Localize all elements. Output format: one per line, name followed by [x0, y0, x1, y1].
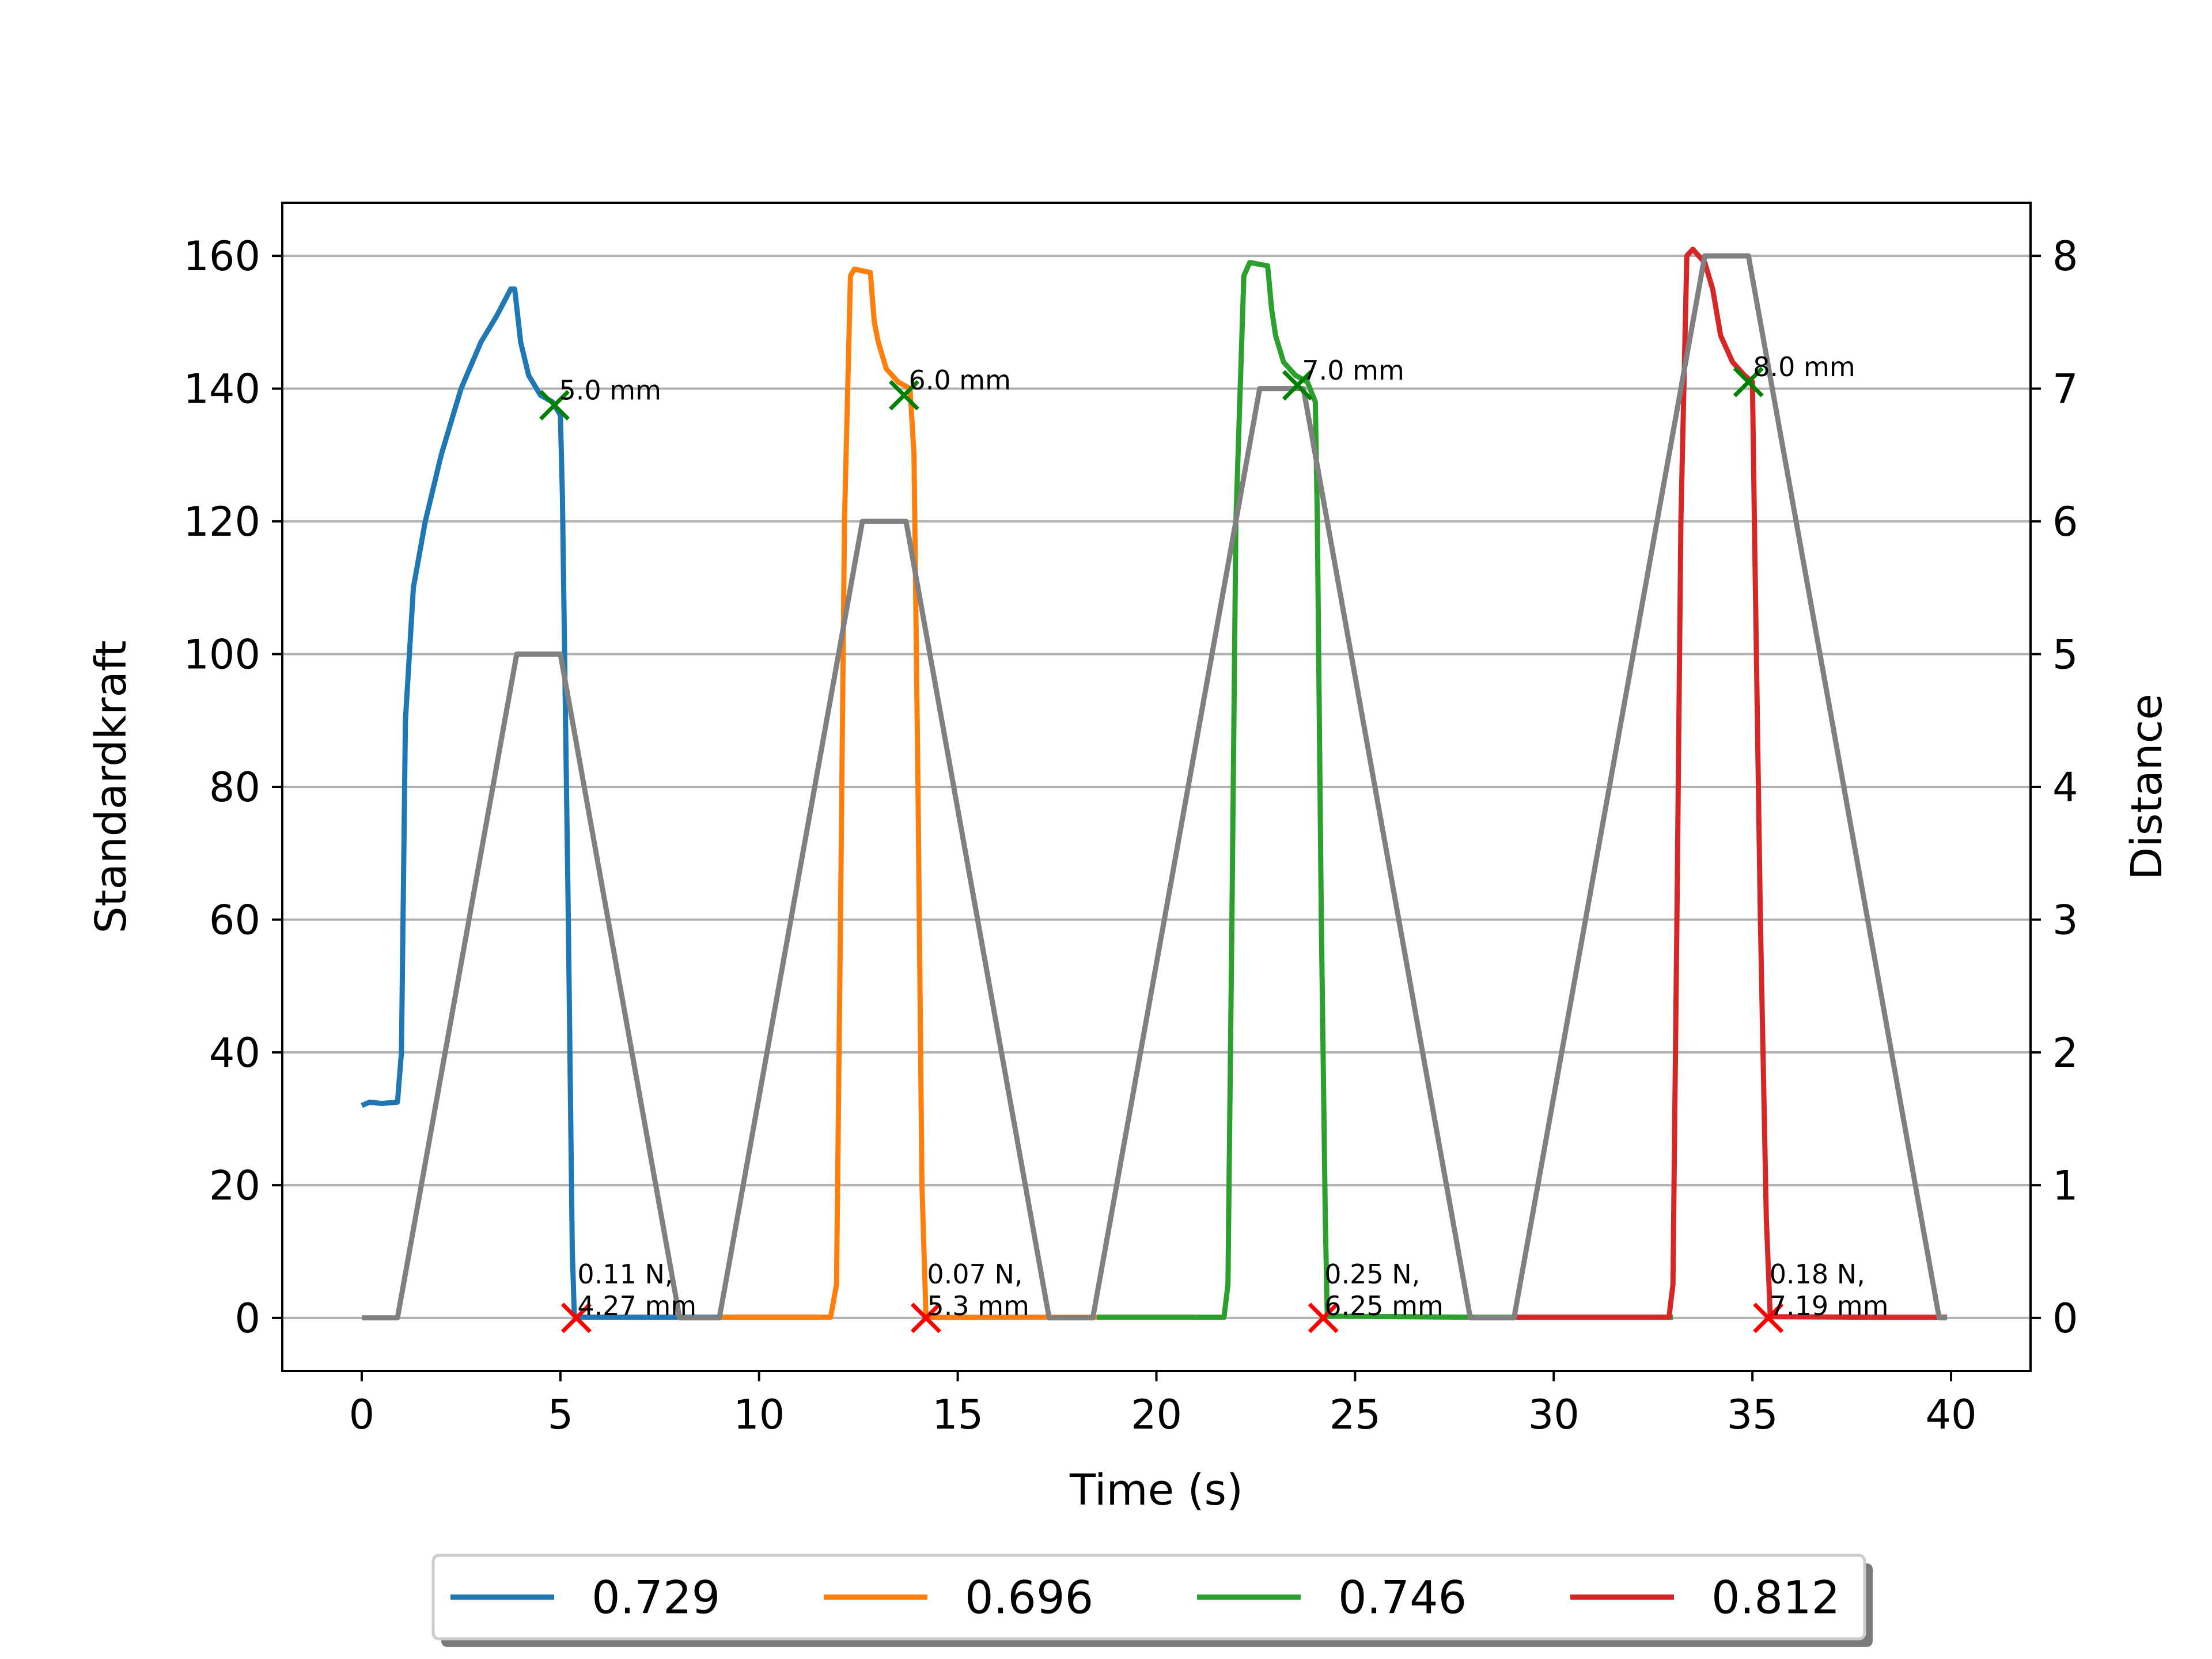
end-marker-stroke — [910, 1302, 941, 1334]
peak-marker-stroke — [539, 389, 570, 421]
peak-marker — [1733, 366, 1764, 397]
y2-tick-label: 7 — [2052, 366, 2078, 413]
y2-tick-label: 2 — [2052, 1029, 2078, 1077]
y-tick-label: 160 — [183, 233, 260, 280]
peak-annotation: 6.0 mm — [908, 365, 1010, 396]
peak-marker-stroke — [1282, 370, 1313, 401]
end-annotation-line2: 4.27 mm — [577, 1290, 696, 1321]
y2-tick-label: 6 — [2052, 498, 2078, 546]
peak-annotation: 5.0 mm — [559, 374, 661, 406]
x-tick-label: 5 — [548, 1391, 574, 1438]
y2-tick-label: 4 — [2052, 764, 2078, 811]
peak-marker-stroke — [1733, 366, 1764, 397]
y2-tick-label: 8 — [2052, 233, 2078, 280]
end-marker — [1753, 1302, 1784, 1334]
y-tick-label: 80 — [209, 764, 260, 811]
legend-box — [431, 1554, 1866, 1641]
y-axis-title: Standardkraft — [86, 640, 136, 933]
x-tick-label: 10 — [733, 1391, 785, 1438]
end-annotation-line1: 0.18 N, — [1770, 1259, 1865, 1290]
legend-label: 0.812 — [1711, 1573, 1840, 1624]
x-tick-label: 0 — [349, 1391, 375, 1438]
y2-tick-label: 0 — [2052, 1295, 2078, 1342]
y-tick-label: 120 — [183, 498, 260, 546]
x-tick-label: 25 — [1330, 1391, 1381, 1438]
series-group — [361, 247, 1948, 1321]
x-tick-label: 15 — [932, 1391, 983, 1438]
axes-group: 0 5 10 15 20 25 30 35 40020406080100120140160012… — [183, 202, 2078, 1438]
series-line-0.812 — [1514, 247, 1948, 1320]
end-marker — [1308, 1302, 1339, 1334]
peak-marker — [889, 380, 919, 411]
y-tick-label: 140 — [183, 366, 260, 413]
y-tick-label: 40 — [209, 1029, 260, 1077]
end-marker-stroke — [1753, 1302, 1784, 1334]
series-line-0.729 — [361, 286, 819, 1320]
legend-label: 0.696 — [965, 1573, 1093, 1624]
series-line-0.696 — [719, 266, 1196, 1320]
end-marker — [910, 1302, 941, 1334]
end-marker — [560, 1302, 592, 1334]
end-annotation-line2: 5.3 mm — [927, 1290, 1029, 1321]
peak-marker-stroke — [889, 380, 919, 411]
marker-group: 5.0 mm 6.0 mm 7.0 mm 8.0 mm 0.11 N,4.27 mm 0.… — [539, 351, 1889, 1334]
end-marker-stroke — [560, 1302, 592, 1334]
series-line-0.746 — [1097, 260, 1673, 1320]
x-tick-label: 30 — [1528, 1391, 1580, 1438]
y2-tick-label: 1 — [2052, 1162, 2078, 1209]
peak-marker — [539, 389, 570, 421]
x-tick-label: 20 — [1131, 1391, 1182, 1438]
y-tick-label: 0 — [234, 1295, 260, 1342]
peak-annotation: 8.0 mm — [1753, 351, 1855, 382]
end-annotation-line2: 6.25 mm — [1324, 1290, 1444, 1321]
x-tick-label: 35 — [1727, 1391, 1778, 1438]
end-annotation-line1: 0.07 N, — [927, 1259, 1022, 1290]
end-annotation-line1: 0.25 N, — [1324, 1259, 1420, 1290]
end-annotation-line2: 7.19 mm — [1770, 1290, 1889, 1321]
y2-tick-label: 5 — [2052, 631, 2078, 679]
legend-label: 0.746 — [1338, 1573, 1467, 1624]
y-tick-label: 20 — [209, 1162, 260, 1209]
legend: 0.729 0.696 0.746 0.812 — [431, 1554, 1873, 1647]
end-annotation-line1: 0.11 N, — [577, 1259, 673, 1290]
legend-label: 0.729 — [592, 1573, 720, 1624]
peak-marker — [1282, 370, 1313, 401]
x-tick-label: 40 — [1926, 1391, 1977, 1438]
x-axis-title: Time (s) — [1069, 1465, 1243, 1515]
y-tick-label: 60 — [209, 896, 260, 944]
peak-annotation: 7.0 mm — [1302, 355, 1404, 386]
y2-axis-title: Distance — [2122, 694, 2172, 880]
y2-tick-label: 3 — [2052, 896, 2078, 944]
distance-series-line — [362, 253, 1948, 1321]
end-marker-stroke — [1308, 1302, 1339, 1334]
y-tick-label: 100 — [183, 631, 260, 679]
